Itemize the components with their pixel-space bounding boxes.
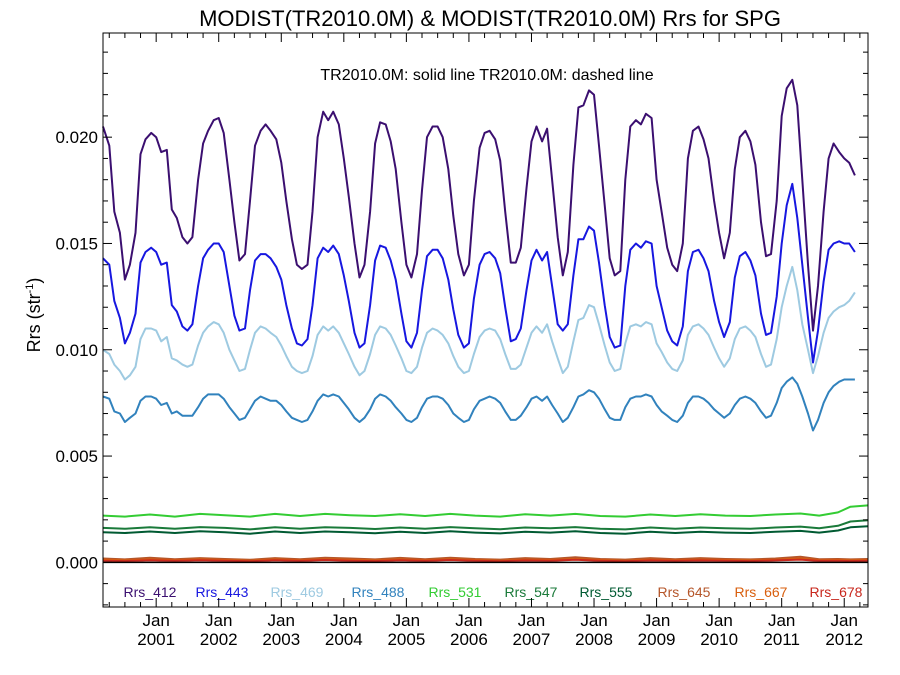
x-tick-label-year: 2007: [513, 630, 551, 649]
legend-entry-rrs-645: Rrs_645: [658, 584, 711, 600]
x-tick-label-month: Jan: [455, 611, 482, 630]
x-tick-label-year: 2001: [137, 630, 175, 649]
series-line-rrs-547: [102, 519, 869, 531]
axis-tick-labels: 0.0000.0050.0100.0150.020Jan2001Jan2002J…: [55, 128, 863, 649]
legend-entry-rrs-443: Rrs_443: [196, 584, 249, 600]
plot-frame: [102, 32, 869, 608]
x-tick-label-month: Jan: [393, 611, 420, 630]
series-line-rrs-469: [102, 265, 856, 381]
y-axis-label: Rrs (str-1): [24, 278, 44, 353]
x-tick-label-month: Jan: [142, 611, 169, 630]
axis-ticks: [103, 33, 868, 607]
x-tick-label-month: Jan: [330, 611, 357, 630]
series-line-rrs-555: [102, 525, 869, 535]
legend-entry-rrs-531: Rrs_531: [429, 584, 482, 600]
series-line-rrs-678: [102, 558, 869, 563]
series-lines: [102, 78, 869, 563]
x-tick-label-year: 2012: [825, 630, 863, 649]
x-tick-label-year: 2008: [575, 630, 613, 649]
chart-title: MODIST(TR2010.0M) & MODIST(TR2010.0M) Rr…: [199, 6, 781, 31]
x-tick-label-year: 2002: [200, 630, 238, 649]
x-tick-label-year: 2003: [262, 630, 300, 649]
legend-entry-rrs-469: Rrs_469: [271, 584, 324, 600]
x-tick-label-year: 2010: [700, 630, 738, 649]
y-tick-label: 0.010: [55, 341, 98, 360]
series-line-rrs-531: [102, 504, 869, 518]
x-tick-label-year: 2011: [763, 630, 800, 649]
y-tick-label: 0.020: [55, 128, 98, 147]
x-tick-label-month: Jan: [518, 611, 545, 630]
y-tick-label: 0.015: [55, 234, 98, 253]
legend-entry-rrs-667: Rrs_667: [735, 584, 788, 600]
x-tick-label-year: 2005: [387, 630, 425, 649]
legend-entry-rrs-488: Rrs_488: [352, 584, 405, 600]
series-line-rrs-412: [102, 78, 856, 332]
x-tick-label-month: Jan: [643, 611, 670, 630]
x-tick-label-month: Jan: [831, 611, 858, 630]
x-tick-label-month: Jan: [768, 611, 795, 630]
x-tick-label-year: 2004: [325, 630, 363, 649]
x-tick-label-month: Jan: [205, 611, 232, 630]
y-axis-label-superscript: -1: [24, 284, 36, 294]
x-tick-label-year: 2009: [638, 630, 676, 649]
x-tick-label-year: 2006: [450, 630, 488, 649]
legend-entry-rrs-547: Rrs_547: [505, 584, 558, 600]
y-tick-label: 0.005: [55, 447, 98, 466]
x-tick-label-month: Jan: [705, 611, 732, 630]
line-style-annotation: TR2010.0M: solid line TR2010.0M: dashed …: [320, 67, 653, 84]
y-axis-label-main: Rrs (str: [24, 293, 44, 352]
series-line-rrs-488: [102, 376, 855, 432]
legend-entry-rrs-412: Rrs_412: [124, 584, 177, 600]
series-line-rrs-443: [102, 182, 856, 364]
x-tick-label-month: Jan: [268, 611, 295, 630]
legend-entry-rrs-555: Rrs_555: [580, 584, 633, 600]
legend: Rrs_412 Rrs_443 Rrs_469 Rrs_488 Rrs_531 Rrs_5…: [124, 584, 863, 600]
y-tick-label: 0.000: [55, 553, 98, 572]
legend-entry-rrs-678: Rrs_678: [810, 584, 863, 600]
x-tick-label-month: Jan: [580, 611, 607, 630]
y-axis-label-end: ): [24, 278, 44, 284]
